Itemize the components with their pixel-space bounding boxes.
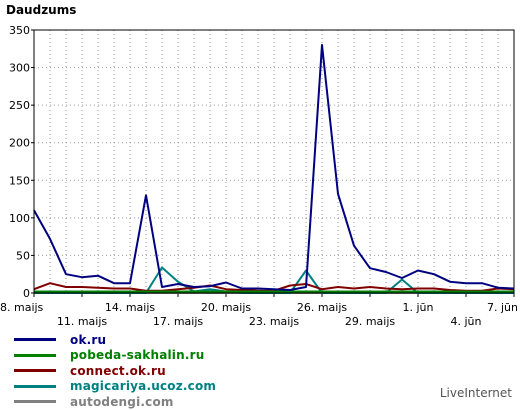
y-tick-label: 350 [9, 24, 30, 37]
x-tick-label: 29. maijs [345, 315, 396, 328]
y-tick-label: 0 [23, 287, 30, 300]
legend-label: magicariya.ucoz.com [70, 379, 217, 394]
x-tick-label: 7. jūn [487, 301, 518, 314]
y-tick-label: 300 [9, 62, 30, 75]
x-tick-label: 1. jūn [403, 301, 434, 314]
legend-label: pobeda-sakhalin.ru [70, 348, 205, 363]
legend-item: autodengi.com [14, 394, 216, 410]
y-tick-label: 250 [9, 99, 30, 112]
legend-item: connect.ok.ru [14, 363, 216, 379]
plot-area-frame [33, 29, 515, 294]
y-tick-label: 150 [9, 174, 30, 187]
legend-swatch [14, 384, 56, 388]
legend-item: ok.ru [14, 332, 216, 348]
x-tick-label: 11. maijs [57, 315, 108, 328]
x-tick-label: 4. jūn [451, 315, 482, 328]
legend: ok.ru pobeda-sakhalin.ru connect.ok.ru magi… [14, 332, 216, 410]
y-axis-ticks: 0 50 100 150 200 250 300 350 [9, 24, 34, 300]
legend-label: autodengi.com [70, 394, 174, 409]
series-line [33, 44, 515, 291]
legend-item: magicariya.ucoz.com [14, 379, 216, 395]
x-tick-label: 20. maijs [201, 301, 252, 314]
x-tick-label: 14. maijs [105, 301, 156, 314]
legend-swatch [14, 338, 56, 342]
x-tick-label: 8. maijs [0, 301, 44, 314]
y-tick-label: 200 [9, 137, 30, 150]
y-tick-label: 50 [16, 249, 30, 262]
x-tick-label: 23. maijs [249, 315, 300, 328]
x-tick-label: 17. maijs [153, 315, 204, 328]
legend-label: connect.ok.ru [70, 363, 166, 378]
brand-label: LiveInternet [439, 386, 512, 400]
y-axis-title: Daudzums [6, 3, 76, 17]
legend-item: pobeda-sakhalin.ru [14, 348, 216, 364]
x-tick-label: 26. maijs [297, 301, 348, 314]
grid [33, 29, 515, 294]
legend-swatch [14, 400, 56, 404]
legend-swatch [14, 369, 56, 373]
legend-swatch [14, 353, 56, 357]
line-chart: Daudzums 0 50 100 150 200 250 300 350 8. maijs 1… [0, 3, 518, 328]
y-tick-label: 100 [9, 212, 30, 225]
legend-label: ok.ru [70, 332, 107, 347]
